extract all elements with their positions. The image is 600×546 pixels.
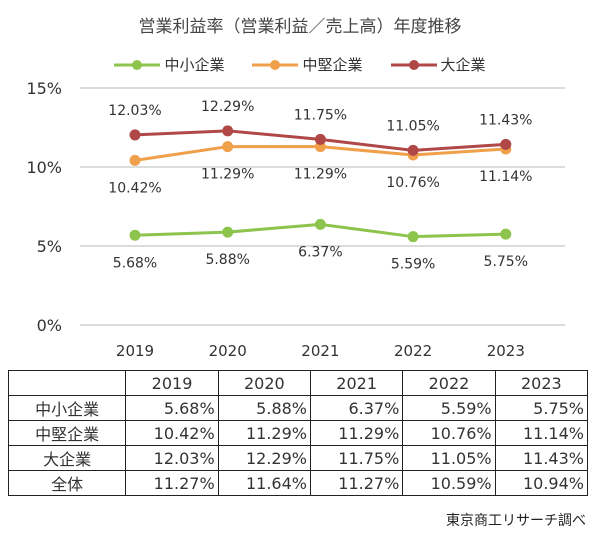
legend-item: 大企業 (390, 54, 486, 75)
data-table: 2019 2020 2021 2022 2023 中小企業 5.68% 5.88% 6.37% 5… (7, 370, 589, 496)
table-cell: 11.75% (309, 445, 404, 471)
table-header-row: 2019 2020 2021 2022 2023 (7, 370, 589, 396)
data-label: 10.42% (108, 180, 161, 196)
legend-label: 大企業 (440, 56, 486, 74)
data-label: 10.76% (386, 175, 439, 191)
legend: 中小企業 中堅企業 大企業 (0, 54, 600, 75)
table-cell: 5.59% (402, 395, 496, 421)
table-cell: 11.27% (125, 470, 219, 496)
table-cell: 2023 (494, 370, 589, 396)
data-point (129, 129, 141, 141)
table-cell: 11.29% (217, 420, 312, 446)
data-label: 12.03% (108, 103, 161, 119)
row-label (7, 370, 127, 396)
y-tick-label: 10% (26, 158, 62, 177)
row-label: 大企業 (7, 445, 127, 471)
table-cell: 12.29% (217, 445, 312, 471)
data-point (407, 231, 419, 243)
table-row: 中堅企業 10.42% 11.29% 11.29% 10.76% 11.14% (7, 420, 589, 446)
data-point (314, 218, 326, 230)
data-label: 12.29% (201, 99, 254, 115)
data-point (500, 228, 512, 240)
legend-label: 中小企業 (164, 56, 225, 74)
table-cell: 2019 (125, 370, 219, 396)
data-point (222, 125, 234, 137)
data-point (500, 138, 512, 150)
table-cell: 10.76% (402, 420, 496, 446)
table-row: 中小企業 5.68% 5.88% 6.37% 5.59% 5.75% (7, 395, 589, 421)
y-tick-label: 15% (26, 79, 62, 98)
table-cell: 6.37% (309, 395, 404, 421)
data-point (222, 141, 234, 153)
table-cell: 10.94% (494, 470, 589, 496)
table-cell: 2021 (309, 370, 404, 396)
table-cell: 11.43% (494, 445, 589, 471)
row-label: 中小企業 (7, 395, 127, 421)
data-label: 11.14% (479, 169, 532, 185)
data-label: 5.88% (205, 252, 249, 268)
data-label: 11.29% (294, 167, 347, 183)
data-label: 11.43% (479, 112, 532, 128)
data-label: 5.68% (113, 255, 157, 271)
legend-label: 中堅企業 (302, 56, 363, 74)
x-tick-label: 2023 (487, 342, 525, 360)
x-tick-label: 2019 (116, 342, 154, 360)
table-cell: 10.59% (402, 470, 496, 496)
table-cell: 2020 (217, 370, 312, 396)
table-row: 全体 11.27% 11.64% 11.27% 10.59% 10.94% (7, 470, 589, 496)
data-point (129, 154, 141, 166)
table-cell: 12.03% (125, 445, 219, 471)
x-tick-label: 2022 (394, 342, 432, 360)
legend-marker-icon (252, 59, 299, 70)
legend-marker-icon (390, 59, 437, 70)
x-tick-label: 2020 (209, 342, 247, 360)
y-tick-label: 5% (37, 237, 62, 256)
y-tick-label: 0% (37, 316, 62, 335)
table-cell: 5.75% (494, 395, 589, 421)
data-label: 5.59% (391, 257, 435, 273)
legend-item: 中小企業 (114, 54, 224, 75)
data-label: 5.75% (484, 254, 528, 270)
table-cell: 11.29% (309, 420, 404, 446)
table-cell: 11.05% (402, 445, 496, 471)
table-cell: 5.88% (217, 395, 312, 421)
data-label: 6.37% (298, 244, 342, 260)
data-point (407, 144, 419, 156)
line-chart: 0% 5% 10% 15% 2019 2020 2021 2022 2023 5.68% 5.88%… (26, 79, 565, 360)
table-cell: 2022 (402, 370, 496, 396)
table-cell: 10.42% (125, 420, 219, 446)
table-row: 大企業 12.03% 12.29% 11.75% 11.05% 11.43% (7, 445, 589, 471)
source-note: 東京商工リサーチ調べ (446, 513, 586, 529)
legend-item: 中堅企業 (252, 54, 363, 75)
row-label: 全体 (7, 470, 127, 496)
table-cell: 11.14% (494, 420, 589, 446)
table-cell: 11.64% (217, 470, 312, 496)
data-point (314, 133, 326, 145)
chart-title: 営業利益率（営業利益／売上高）年度推移 (138, 17, 462, 37)
table-cell: 5.68% (125, 395, 219, 421)
x-tick-label: 2021 (301, 342, 339, 360)
table-cell: 11.27% (309, 470, 404, 496)
data-label: 11.75% (294, 107, 347, 123)
legend-marker-icon (114, 59, 161, 70)
data-point (222, 226, 234, 238)
data-label: 11.29% (201, 167, 254, 183)
data-label: 11.05% (386, 118, 439, 134)
row-label: 中堅企業 (7, 420, 127, 446)
data-point (129, 229, 141, 241)
